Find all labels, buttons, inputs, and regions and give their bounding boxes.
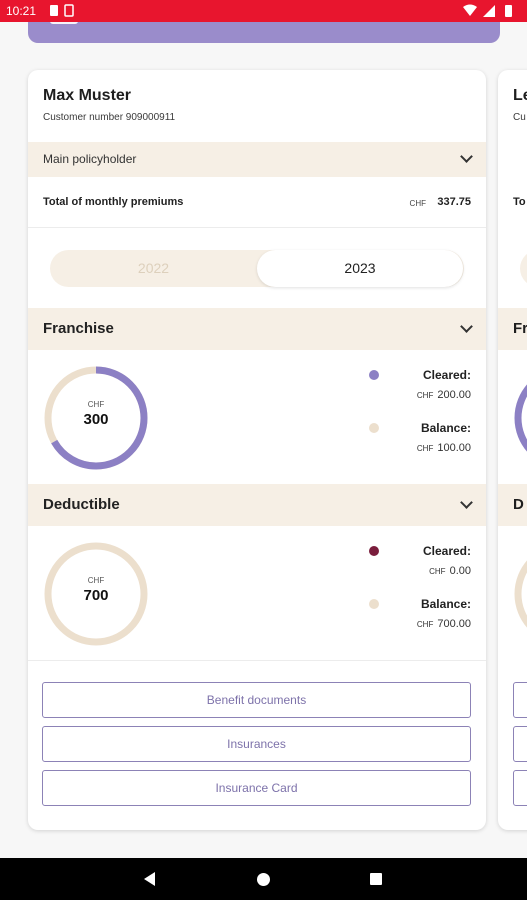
chevron-down-icon <box>460 150 473 163</box>
next-card-deductible-header: D <box>498 484 527 526</box>
franchise-cleared-arc <box>44 366 148 470</box>
franchise-cleared-currency: CHF <box>416 391 434 400</box>
franchise-cleared-value: 200.00 <box>437 389 471 401</box>
next-card-total: To <box>513 196 526 208</box>
banner-icon <box>50 22 78 24</box>
deductible-cleared-value: 0.00 <box>449 565 471 577</box>
franchise-donut: CHF 300 <box>43 365 149 471</box>
next-card-franchise-header: Fr <box>498 308 527 350</box>
next-card-deductible-donut <box>514 560 527 628</box>
status-bar: 10:21 <box>0 0 527 22</box>
home-icon[interactable] <box>257 873 270 886</box>
notification-icons <box>50 4 74 17</box>
balance-dot <box>369 599 379 609</box>
divider <box>28 660 486 661</box>
monthly-premiums-currency: CHF <box>409 199 426 208</box>
franchise-title: Franchise <box>43 320 114 337</box>
customer-number: Customer number 909000911 <box>43 112 176 123</box>
cleared-dot <box>369 370 379 380</box>
chevron-down-icon <box>460 496 473 509</box>
deductible-legend: Cleared: CHF 0.00 Balance: CHF 700.00 <box>361 544 471 634</box>
deductible-donut: CHF 700 <box>43 541 149 647</box>
cleared-dot <box>369 546 379 556</box>
monthly-premiums-label: Total of monthly premiums <box>43 196 184 208</box>
policyholder-name: Max Muster <box>43 87 132 104</box>
status-time: 10:21 <box>6 4 37 18</box>
deductible-ring-svg <box>44 542 148 646</box>
franchise-ring-total: 300 <box>83 411 109 428</box>
balance-dot <box>369 423 379 433</box>
deductible-balance-value-row: CHF 700.00 <box>417 618 471 630</box>
system-status-icons <box>463 4 512 17</box>
year-selector: 2022 2023 <box>50 250 464 287</box>
deductible-ring-currency: CHF <box>87 576 105 585</box>
next-card-year-selector <box>520 250 527 287</box>
deductible-title: Deductible <box>43 496 120 513</box>
franchise-balance-value: 100.00 <box>437 442 471 454</box>
page-content[interactable]: Max Muster Customer number 909000911 Mai… <box>0 22 527 858</box>
deductible-cleared-currency: CHF <box>429 567 446 576</box>
franchise-balance-value-row: CHF 100.00 <box>417 442 471 454</box>
top-banner[interactable] <box>28 22 500 43</box>
next-card-button <box>513 770 527 806</box>
next-policyholder-card[interactable]: Le Cu To Fr D <box>498 70 527 830</box>
tab-year-2023[interactable]: 2023 <box>257 250 463 287</box>
deductible-balance-value: 700.00 <box>437 618 471 630</box>
deductible-balance-label: Balance: <box>420 597 471 611</box>
policyholder-card: Max Muster Customer number 909000911 Mai… <box>28 70 486 830</box>
recent-apps-icon[interactable] <box>370 873 382 885</box>
next-card-franchise-title: Fr <box>513 320 527 337</box>
deductible-header[interactable]: Deductible <box>28 484 486 526</box>
next-card-name: Le <box>513 87 527 104</box>
franchise-cleared-label: Cleared: <box>422 368 471 382</box>
deductible-cleared-label: Cleared: <box>422 544 471 558</box>
insurance-card-button[interactable]: Insurance Card <box>42 770 471 806</box>
franchise-header[interactable]: Franchise <box>28 308 486 350</box>
franchise-ring-svg <box>44 366 148 470</box>
deductible-ring-total: 700 <box>83 587 109 604</box>
next-card-button <box>513 682 527 718</box>
franchise-balance-label: Balance: <box>420 421 471 435</box>
monthly-premiums-row: Total of monthly premiums CHF 337.75 <box>28 177 486 228</box>
franchise-cleared-value-row: CHF 200.00 <box>417 389 471 401</box>
deductible-cleared-value-row: CHF 0.00 <box>429 565 471 577</box>
franchise-ring-currency: CHF <box>87 400 105 409</box>
chevron-down-icon <box>460 320 473 333</box>
policyholder-role-label: Main policyholder <box>43 152 137 166</box>
franchise-balance-currency: CHF <box>416 444 434 453</box>
navigation-bar <box>0 858 527 900</box>
next-card-button <box>513 726 527 762</box>
deductible-balance-currency: CHF <box>416 620 434 629</box>
franchise-legend: Cleared: CHF 200.00 Balance: CHF 100.00 <box>361 368 471 458</box>
next-card-deductible-title: D <box>513 496 524 513</box>
benefit-documents-button[interactable]: Benefit documents <box>42 682 471 718</box>
tab-year-2022[interactable]: 2022 <box>137 260 170 276</box>
next-card-customer: Cu <box>513 112 526 123</box>
policyholder-role-dropdown[interactable]: Main policyholder <box>28 142 486 177</box>
next-card-franchise-donut <box>514 384 527 452</box>
back-icon[interactable] <box>144 872 155 886</box>
insurances-button[interactable]: Insurances <box>42 726 471 762</box>
monthly-premiums-amount: 337.75 <box>437 196 471 208</box>
